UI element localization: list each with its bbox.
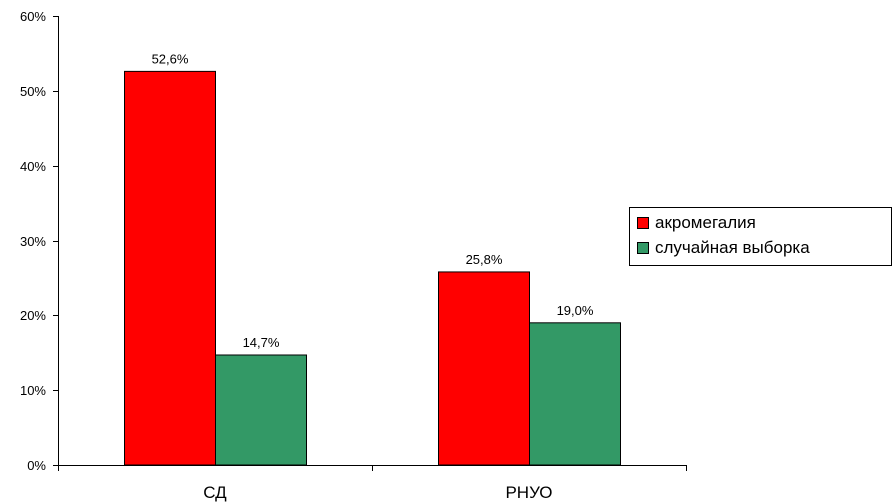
data-labels: 52,6% 14,7% 25,8% 19,0% (152, 51, 594, 350)
legend-label: случайная выборка (655, 238, 810, 257)
bars (124, 70, 621, 466)
y-tick-label: 10% (20, 383, 46, 398)
y-axis: 0% 10% 20% 30% 40% 50% 60% (20, 9, 59, 473)
bar (124, 70, 216, 466)
y-tick-label: 50% (20, 84, 46, 99)
data-label: 14,7% (243, 335, 280, 350)
y-tick-label: 20% (20, 308, 46, 323)
bar (529, 322, 621, 466)
data-label: 52,6% (152, 51, 189, 66)
legend-swatch (637, 217, 649, 229)
legend-swatch (637, 242, 649, 254)
x-category-label: СД (203, 483, 227, 502)
y-tick-label: 40% (20, 159, 46, 174)
y-tick-label: 60% (20, 9, 46, 24)
legend-box (629, 207, 892, 266)
bar (438, 271, 530, 466)
x-axis: СД РНУО (58, 465, 687, 502)
legend-label: акромегалия (655, 213, 756, 232)
y-tick-label: 30% (20, 234, 46, 249)
x-category-label: РНУО (505, 483, 552, 502)
y-tick-label: 0% (27, 458, 46, 473)
data-label: 19,0% (557, 303, 594, 318)
legend: акромегалия случайная выборка (629, 207, 892, 266)
data-label: 25,8% (466, 252, 503, 267)
bar (215, 354, 307, 466)
